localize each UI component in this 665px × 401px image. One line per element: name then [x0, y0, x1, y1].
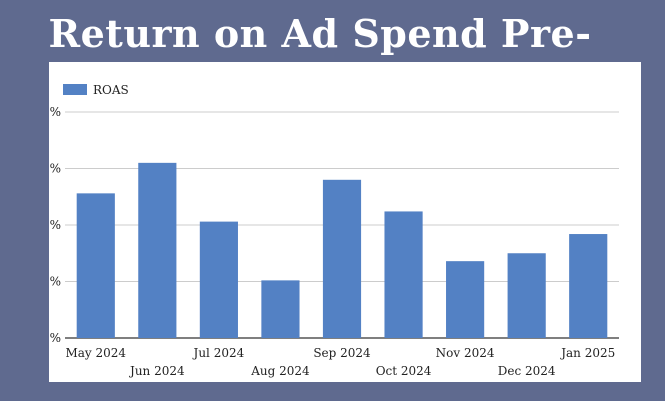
- x-tick-label: Jul 2024: [192, 346, 245, 360]
- x-tick-label: Jan 2025: [559, 346, 615, 360]
- y-tick-label: 0%: [49, 331, 61, 345]
- y-axis-tick-labels: 0% 50% 100% 150% 200%: [27, 105, 61, 345]
- y-tick-label: 200%: [49, 105, 61, 119]
- bar-jul-2024: [199, 221, 238, 338]
- x-tick-label: May 2024: [65, 346, 126, 360]
- x-tick-label: Jun 2024: [128, 364, 185, 378]
- bar-nov-2024: [446, 261, 485, 338]
- legend-swatch-roas: [63, 84, 87, 95]
- x-tick-label: Aug 2024: [250, 364, 310, 378]
- y-tick-label: 100%: [49, 218, 61, 232]
- bars: [76, 162, 608, 338]
- y-tick-label: 50%: [49, 275, 61, 289]
- bar-jun-2024: [138, 162, 177, 338]
- y-tick-label: 150%: [49, 162, 61, 176]
- bar-aug-2024: [261, 280, 300, 338]
- x-tick-label: Oct 2024: [376, 364, 432, 378]
- bar-dec-2024: [507, 253, 546, 338]
- bar-jan-2025: [569, 234, 608, 338]
- legend: ROAS: [63, 83, 129, 97]
- x-tick-label: Dec 2024: [498, 364, 556, 378]
- bar-may-2024: [76, 193, 115, 338]
- legend-label-roas: ROAS: [93, 83, 129, 97]
- bar-oct-2024: [384, 211, 423, 338]
- x-tick-label: Sep 2024: [313, 346, 371, 360]
- bar-sep-2024: [322, 179, 362, 338]
- x-tick-label: Nov 2024: [436, 346, 495, 360]
